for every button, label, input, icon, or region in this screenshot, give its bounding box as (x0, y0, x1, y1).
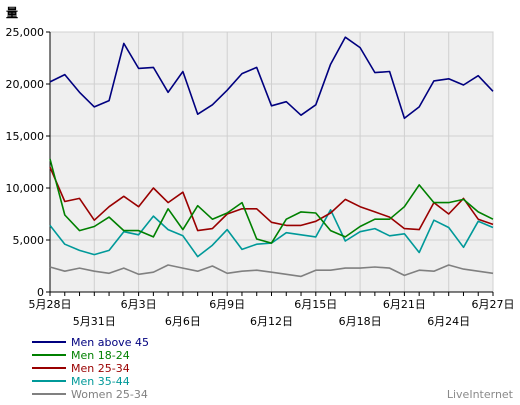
legend-label: Men 35-44 (71, 375, 130, 388)
y-tick-label: 10,000 (6, 182, 45, 195)
series-line (49, 166, 494, 232)
x-tick-label: 5月31日 (73, 315, 116, 328)
legend-label: Men above 45 (71, 336, 149, 349)
x-tick-label: 6月24日 (427, 315, 470, 328)
x-tick-label: 6月3日 (121, 298, 157, 311)
watermark: LiveInternet (447, 388, 514, 401)
x-tick-label: 6月21日 (383, 298, 426, 311)
series-line (49, 158, 494, 244)
series-line (49, 264, 494, 278)
y-tick-label: 0 (37, 286, 44, 299)
x-tick-label: 6月18日 (339, 315, 382, 328)
y-tick-label: 5,000 (13, 234, 45, 247)
legend-label: Men 25-34 (71, 362, 130, 375)
y-tick-label: 15,000 (6, 130, 45, 143)
series-lines (49, 36, 494, 278)
x-tick-label: 6月12日 (250, 315, 293, 328)
y-tick-label: 25,000 (6, 26, 45, 39)
y-tick-label: 20,000 (6, 78, 45, 91)
y-tick-labels: 0 5,000 10,000 15,000 20,000 25,000 (6, 26, 45, 299)
x-tick-label: 5月28日 (29, 298, 72, 311)
x-tick-label: 6月6日 (165, 315, 201, 328)
legend-label: Men 18-24 (71, 349, 130, 362)
x-tick-label: 6月15日 (294, 298, 337, 311)
series-line (49, 36, 494, 120)
legend-label: Women 25-34 (71, 388, 148, 401)
x-tick-labels: 5月28日5月31日6月3日6月6日6月9日6月12日6月15日6月18日6月2… (29, 298, 515, 328)
x-tick-label: 6月27日 (472, 298, 515, 311)
y-axis-label: 量 (6, 6, 18, 20)
x-tick-label: 6月9日 (209, 298, 245, 311)
